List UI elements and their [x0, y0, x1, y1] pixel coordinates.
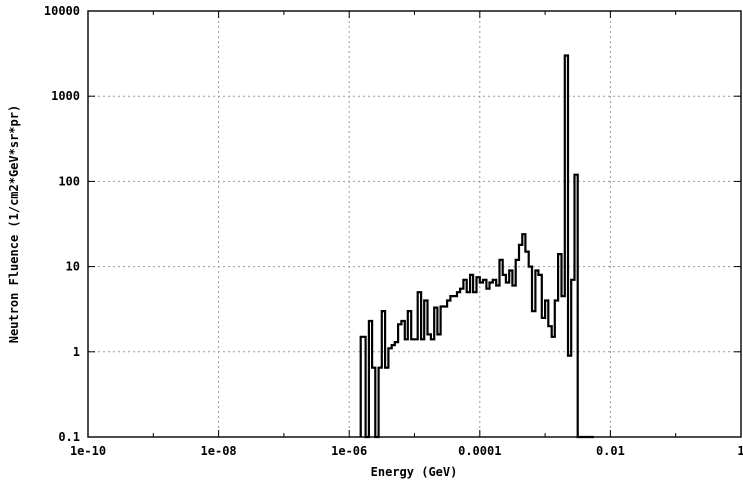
y-tick-label: 1 — [73, 345, 80, 359]
x-tick-label: 1e-08 — [201, 444, 237, 458]
plot-frame — [87, 10, 742, 438]
y-tick-label: 1000 — [51, 89, 80, 103]
grid-lines — [88, 11, 741, 437]
series-layer — [359, 54, 594, 439]
y-tick-label: 0.1 — [58, 430, 80, 444]
x-tick-label: 0.0001 — [458, 444, 501, 458]
x-tick-label: 0.01 — [596, 444, 625, 458]
y-tick-label: 10 — [66, 260, 80, 274]
y-tick-label: 10000 — [44, 4, 80, 18]
axis-ticks — [87, 10, 742, 438]
x-tick-label: 1e-10 — [70, 444, 106, 458]
y-tick-label: 100 — [58, 174, 80, 188]
y-axis-label: Neutron Fluence (1/cm2*GeV*sr*pr) — [7, 105, 21, 343]
x-tick-label: 1 — [737, 444, 743, 458]
y-tick-labels: 0.1 1 10 100 1000 10000 — [44, 4, 80, 444]
x-tick-label: 1e-06 — [331, 444, 367, 458]
fluence-histogram-line — [359, 54, 594, 439]
x-axis-label: Energy (GeV) — [371, 465, 458, 479]
x-tick-labels: 1e-10 1e-08 1e-06 0.0001 0.01 1 — [70, 444, 743, 458]
